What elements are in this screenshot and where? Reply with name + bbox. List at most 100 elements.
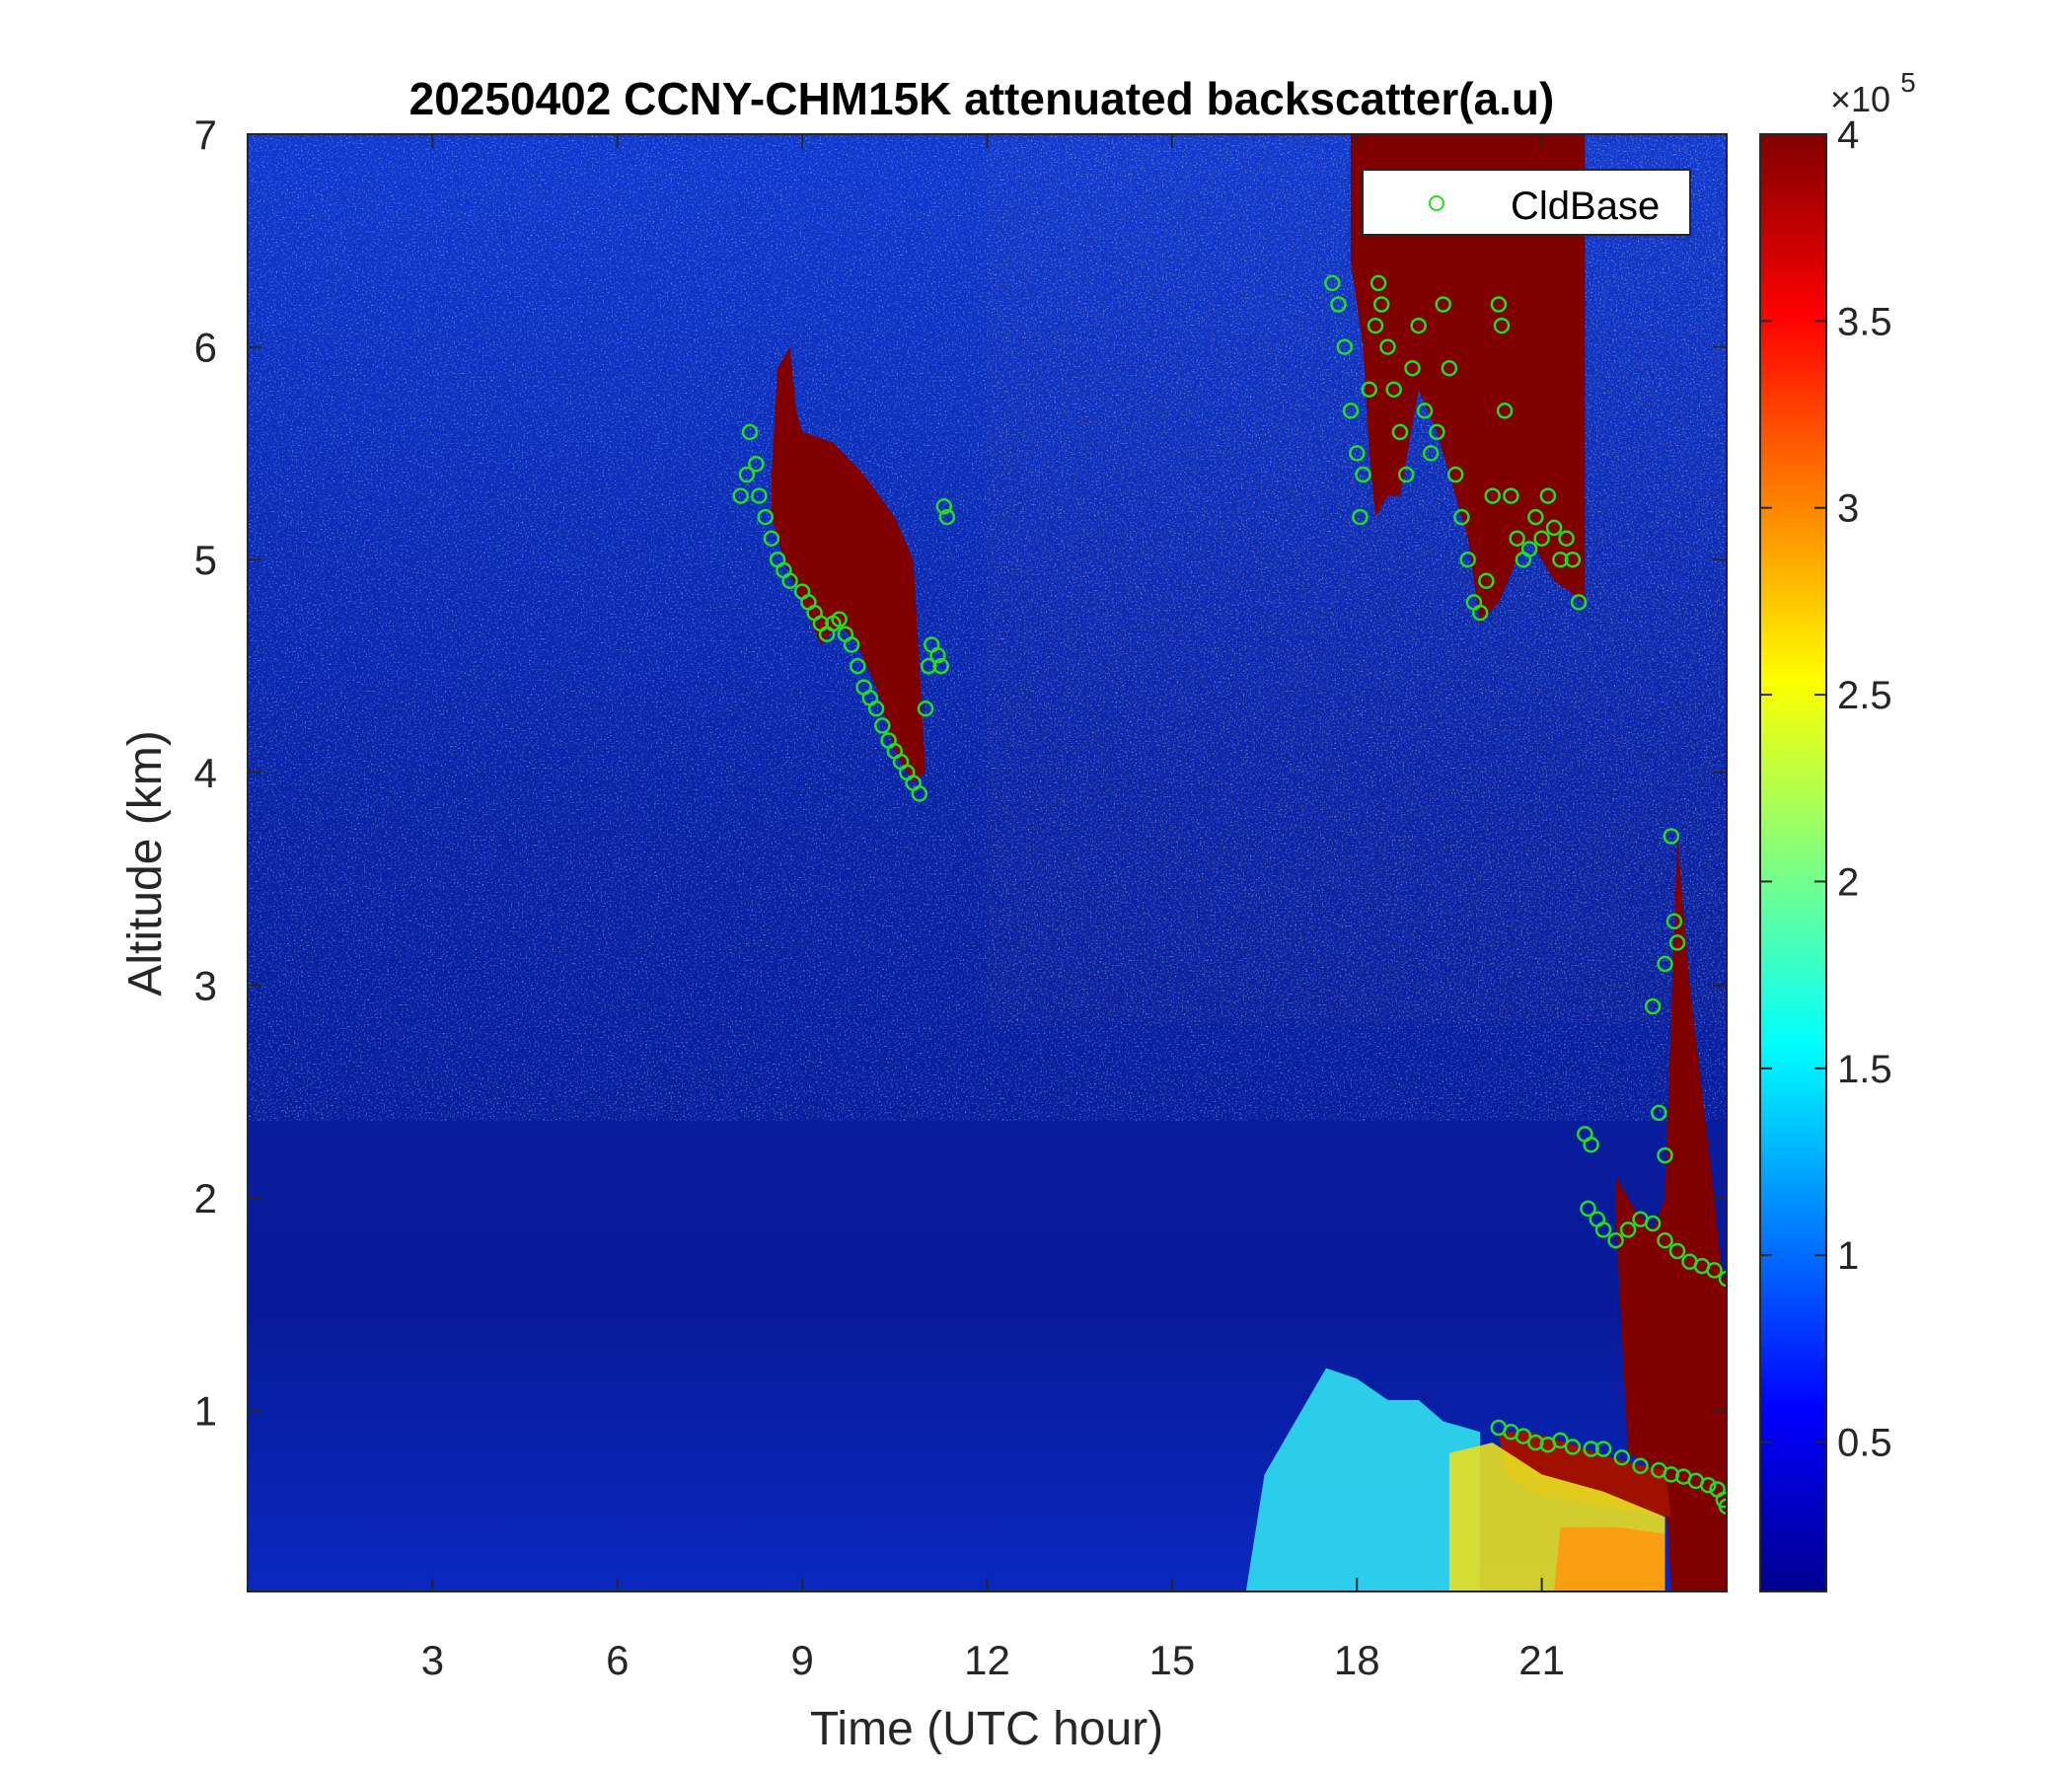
cldbase-point [1594, 1441, 1612, 1457]
cldbase-point [1552, 1432, 1569, 1449]
chart-title: 20250402 CCNY-CHM15K attenuated backscat… [409, 73, 1555, 124]
cldbase-point [1632, 1457, 1649, 1475]
cldbase-point [1355, 466, 1371, 483]
cldbase-point [1718, 1270, 1727, 1288]
cldbase-point [1369, 274, 1387, 292]
legend: CldBase [1362, 169, 1691, 236]
cldbase-point [1493, 317, 1511, 334]
colorbar-multiplier-exponent: 5 [1900, 67, 1916, 98]
y-tick-label: 5 [194, 537, 217, 583]
cldbase-point [1367, 317, 1384, 334]
cldbase-point [1552, 551, 1569, 568]
cldbase-point [1490, 296, 1508, 313]
cldbase-point [1570, 594, 1588, 611]
cldbase-point [781, 572, 798, 590]
colorbar-tick-label: 0.5 [1837, 1422, 1892, 1465]
cldbase-point [1545, 519, 1563, 537]
cldbase-point [1330, 296, 1347, 313]
y-tick-label: 7 [194, 111, 217, 158]
cldbase-point [843, 636, 860, 653]
cloud-region-1 [1351, 134, 1586, 624]
cldbase-point [1665, 913, 1683, 930]
cldbase-point [929, 647, 946, 664]
colorbar-multiplier-base: ×10 [1830, 79, 1890, 119]
x-tick-label: 21 [1518, 1637, 1565, 1683]
cldbase-point [1453, 508, 1470, 526]
cldbase-point [1342, 403, 1360, 419]
x-tick-label: 15 [1149, 1637, 1196, 1683]
cldbase-point [1509, 530, 1525, 547]
cldbase-point [738, 466, 756, 483]
cldbase-point [1718, 1498, 1727, 1516]
cldbase-point [741, 423, 759, 441]
cldbase-point [935, 498, 953, 515]
cldbase-point [1379, 338, 1396, 355]
colorbar-tick-label: 2 [1837, 860, 1859, 904]
cldbase-point [1441, 359, 1458, 377]
colorbar-tick-label: 4 [1837, 113, 1859, 157]
cldbase-point [1520, 541, 1538, 557]
cldbase-point [1478, 572, 1495, 590]
cldbase-point [911, 785, 928, 802]
cldbase-point [1613, 1448, 1631, 1466]
cldbase-point [1503, 487, 1519, 504]
x-tick-label: 6 [606, 1637, 629, 1683]
cldbase-point [938, 508, 956, 526]
cldbase-point [748, 455, 765, 473]
y-axis: 1 2 3 4 5 6 7 [194, 111, 1727, 1435]
cldbase-point [1564, 1439, 1582, 1455]
cldbase-point [1539, 487, 1557, 504]
aerosol-region-4 [1245, 1368, 1481, 1591]
cldbase-point [850, 657, 866, 675]
x-axis-label: Time (UTC hour) [810, 1703, 1163, 1755]
cldbase-point [1484, 487, 1501, 504]
cldbase-point [1446, 466, 1464, 483]
x-tick-label: 18 [1334, 1637, 1380, 1683]
cldbase-point [1416, 403, 1434, 419]
cldbase-point [831, 611, 848, 628]
cldbase-point [1515, 1428, 1532, 1444]
aerosol-region-6 [1554, 1527, 1665, 1591]
cldbase-point [1564, 551, 1582, 568]
cldbase-point [1496, 403, 1514, 419]
colorbar-tick-label: 1.5 [1837, 1048, 1892, 1091]
cldbase-point [932, 657, 949, 675]
cldbase-point [1422, 445, 1440, 462]
cldbase-point [920, 657, 937, 675]
colorbar: 0.5 1 1.5 2 2.5 3 3.5 4 ×10 5 [1759, 67, 1916, 1592]
colorbar-ticks: 0.5 1 1.5 2 2.5 3 3.5 4 [1760, 113, 1892, 1465]
backscatter-features [771, 134, 1727, 1591]
cldbase-point [1644, 998, 1662, 1015]
cldbase-point [1324, 274, 1341, 292]
cldbase-point [1668, 1242, 1686, 1260]
cldbase-point [1580, 1200, 1596, 1218]
cldbase-point [1349, 445, 1366, 462]
cldbase-point [867, 700, 885, 717]
y-tick-label: 6 [194, 325, 217, 371]
legend-box [1362, 169, 1691, 236]
cldbase-point [1429, 423, 1445, 441]
cldbase-point [1336, 338, 1354, 355]
cldbase-point [1361, 381, 1377, 398]
cldbase-point [1435, 296, 1451, 313]
y-axis-label: Altitude (km) [119, 730, 172, 996]
cldbase-point [1558, 530, 1575, 547]
x-axis: 3 6 9 12 15 18 21 [421, 134, 1565, 1683]
cldbase-point [874, 717, 891, 734]
cldbase-point [1583, 1441, 1599, 1457]
y-tick-label: 3 [194, 962, 217, 1008]
y-tick-label: 1 [194, 1388, 217, 1435]
cldbase-point [1352, 508, 1369, 526]
colorbar-tick-label: 3 [1837, 487, 1859, 531]
cldbase-point [1715, 1492, 1727, 1509]
x-tick-label: 3 [421, 1637, 444, 1683]
cldbase-point [1657, 955, 1673, 973]
colorbar-gradient [1759, 133, 1827, 1592]
cldbase-point [732, 487, 749, 504]
cldbase-point [1651, 1104, 1667, 1122]
cldbase-point [1607, 1231, 1624, 1249]
cldbase-point [1385, 381, 1402, 398]
cldbase-point [1397, 466, 1415, 483]
colorbar-multiplier: ×10 5 [1830, 67, 1916, 119]
cldbase-point [1459, 551, 1476, 568]
